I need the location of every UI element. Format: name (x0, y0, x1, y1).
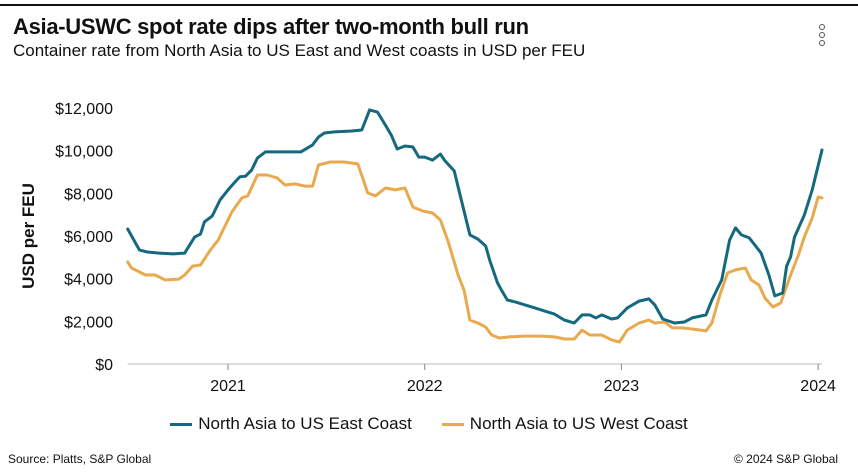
legend-swatch-east (170, 422, 193, 426)
series-line-east-coast (126, 108, 824, 325)
y-tick-label: $12,000 (55, 101, 113, 118)
vertical-ellipsis-icon[interactable] (816, 24, 828, 50)
source-note: Source: Platts, S&P Global (8, 452, 152, 466)
series-line-west-coast (126, 160, 824, 344)
legend: North Asia to US East Coast North Asia t… (0, 414, 858, 434)
legend-item-west[interactable]: North Asia to US West Coast (441, 414, 688, 434)
legend-label-west: North Asia to US West Coast (469, 414, 688, 433)
copyright-note: © 2024 S&P Global (733, 452, 838, 466)
x-tick-label: 2022 (407, 378, 443, 395)
chart-title: Asia-USWC spot rate dips after two-month… (13, 14, 529, 39)
legend-label-east: North Asia to US East Coast (198, 414, 412, 433)
y-tick-label: $4,000 (64, 272, 113, 289)
x-tick-label: 2023 (604, 378, 640, 395)
legend-item-east[interactable]: North Asia to US East Coast (170, 414, 412, 434)
y-axis-label: USD per FEU (19, 183, 38, 289)
chart-subtitle: Container rate from North Asia to US Eas… (13, 41, 586, 60)
y-tick-label: $0 (95, 357, 113, 374)
y-tick-label: $6,000 (64, 229, 113, 246)
x-tick-label: 2024 (800, 378, 836, 395)
y-tick-label: $10,000 (55, 144, 113, 161)
legend-swatch-west (441, 422, 464, 426)
top-rule (0, 4, 858, 6)
y-tick-label: $8,000 (64, 186, 113, 203)
y-tick-label: $2,000 (64, 314, 113, 331)
x-tick-label: 2021 (210, 378, 246, 395)
